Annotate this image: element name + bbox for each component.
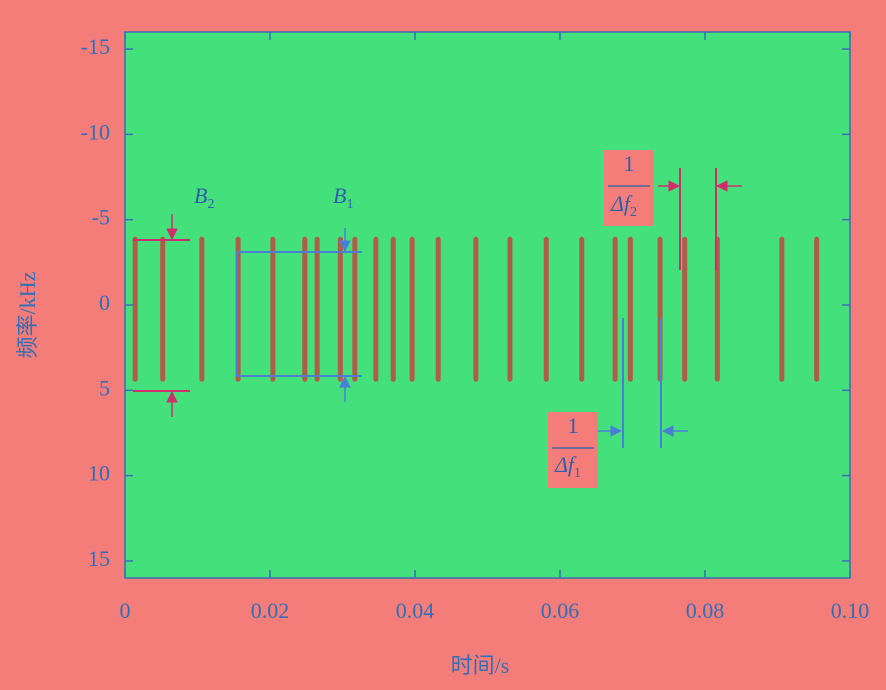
x-tick-label: 0.10 bbox=[831, 598, 870, 623]
df2-denominator: Δf2 bbox=[610, 191, 637, 220]
b1-annotation bbox=[236, 228, 362, 402]
x-tick-label: 0.02 bbox=[251, 598, 290, 623]
arrow-head bbox=[339, 240, 351, 253]
arrow-head bbox=[668, 180, 681, 192]
pulse bbox=[373, 236, 379, 382]
pulse bbox=[199, 236, 205, 382]
y-tick-label: -10 bbox=[81, 119, 110, 144]
y-tick-label: 10 bbox=[88, 461, 110, 486]
arrow-head bbox=[661, 425, 674, 437]
pulse bbox=[160, 236, 166, 382]
y-tick-label: 0 bbox=[99, 290, 110, 315]
label-main: B bbox=[333, 183, 346, 208]
y-tick-label: 15 bbox=[88, 546, 110, 571]
pulse bbox=[814, 236, 820, 382]
pulse bbox=[579, 236, 585, 382]
label-box bbox=[548, 412, 598, 488]
pulse bbox=[409, 236, 415, 382]
plot-area bbox=[125, 32, 850, 578]
pulse bbox=[270, 236, 276, 382]
arrow-head bbox=[339, 375, 351, 388]
df1-denominator: Δf1 bbox=[554, 452, 581, 481]
pulse bbox=[302, 236, 308, 382]
df1-annotation bbox=[598, 318, 688, 448]
pulse bbox=[714, 236, 720, 382]
denominator: Δf bbox=[610, 191, 633, 216]
pulse bbox=[435, 236, 441, 382]
arrow-head bbox=[715, 180, 728, 192]
b2-label: B2 bbox=[194, 183, 214, 212]
x-tick-label: 0.06 bbox=[541, 598, 580, 623]
pulse bbox=[337, 236, 343, 382]
y-tick-label: -15 bbox=[81, 34, 110, 59]
arrow-head bbox=[166, 228, 178, 241]
pulse bbox=[627, 236, 633, 382]
pulse bbox=[507, 236, 513, 382]
pulse bbox=[612, 236, 618, 382]
label-sub: 2 bbox=[207, 197, 214, 212]
pulse bbox=[682, 236, 688, 382]
arrow-head bbox=[166, 390, 178, 403]
y-tick-label: -5 bbox=[92, 205, 110, 230]
b1-label: B1 bbox=[333, 183, 353, 212]
pulse bbox=[132, 236, 138, 382]
y-tick-label: 5 bbox=[99, 375, 110, 400]
df2-numerator: 1 bbox=[624, 151, 635, 176]
x-tick-label: 0 bbox=[120, 598, 131, 623]
label-sub: 1 bbox=[346, 197, 353, 212]
pulse bbox=[779, 236, 785, 382]
pulse bbox=[390, 236, 396, 382]
arrow-head bbox=[610, 425, 623, 437]
x-tick-label: 0.04 bbox=[396, 598, 435, 623]
pulse bbox=[473, 236, 479, 382]
denominator: Δf bbox=[554, 452, 577, 477]
denominator-sub: 1 bbox=[574, 466, 581, 481]
df1-numerator: 1 bbox=[568, 413, 579, 438]
x-axis-label: 时间/s bbox=[451, 653, 510, 678]
denominator-sub: 2 bbox=[630, 205, 637, 220]
pulse bbox=[314, 236, 320, 382]
b2-annotation bbox=[133, 214, 190, 417]
df2-annotation bbox=[658, 168, 742, 270]
pulse bbox=[543, 236, 549, 382]
label-box bbox=[604, 150, 654, 226]
pulse bbox=[352, 236, 358, 382]
label-main: B bbox=[194, 183, 207, 208]
x-tick-label: 0.08 bbox=[686, 598, 725, 623]
y-axis-label: 频率/kHz bbox=[15, 271, 40, 358]
